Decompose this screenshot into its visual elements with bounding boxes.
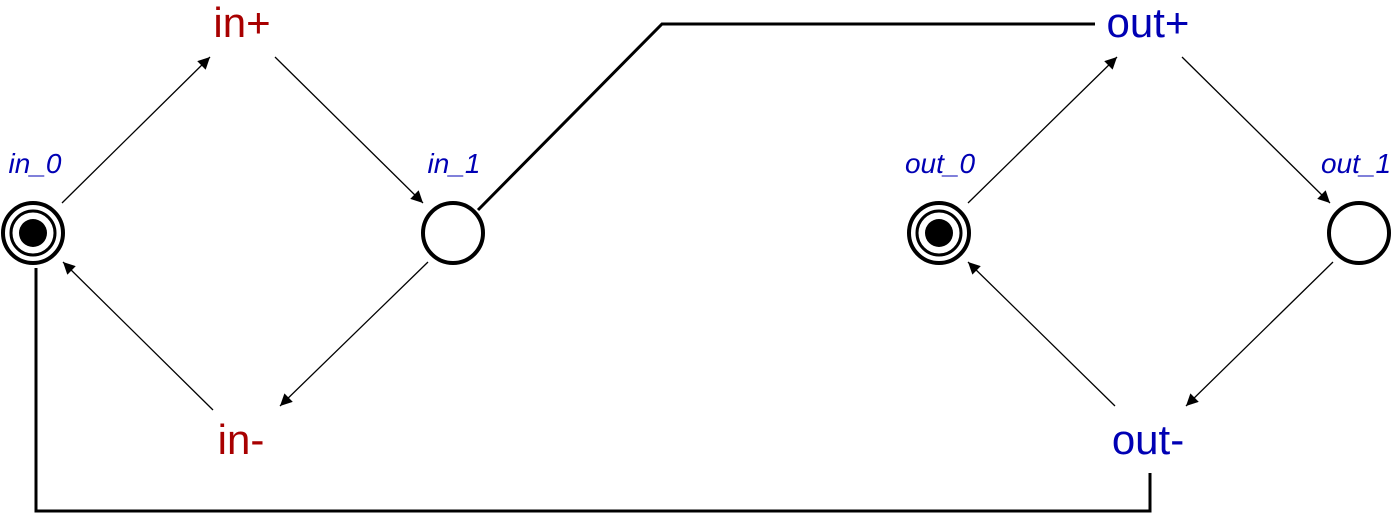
arc-in0-to-inplus <box>61 56 211 204</box>
place-out-0 <box>907 201 971 265</box>
transition-in-minus: in- <box>218 416 265 463</box>
transition-out-minus: out- <box>1112 416 1184 463</box>
transition-in-plus: in+ <box>213 0 270 46</box>
place-label-out-1: out_1 <box>1321 148 1391 179</box>
arc-inminus-to-in0 <box>62 261 214 411</box>
place-in-0 <box>1 201 65 265</box>
arc-inplus-to-in1 <box>274 56 424 204</box>
arc-out0-to-outplus <box>967 56 1118 204</box>
transition-out-plus: out+ <box>1107 0 1190 46</box>
place-in-1 <box>421 201 485 265</box>
arc-outminus-to-out0 <box>967 261 1116 407</box>
place-label-in-0: in_0 <box>9 148 62 179</box>
token-out-0 <box>925 219 953 247</box>
place-label-out-0: out_0 <box>905 148 975 179</box>
arc-out1-to-outminus <box>1185 261 1334 407</box>
arc-outplus-to-out1 <box>1181 56 1331 204</box>
place-label-in-1: in_1 <box>428 148 481 179</box>
place-out-1 <box>1327 201 1391 265</box>
token-in-0 <box>19 219 47 247</box>
arc-outminus-to-in0 <box>34 268 1152 513</box>
arc-in1-to-outplus <box>476 22 1095 212</box>
arc-in1-to-inminus <box>279 261 429 407</box>
